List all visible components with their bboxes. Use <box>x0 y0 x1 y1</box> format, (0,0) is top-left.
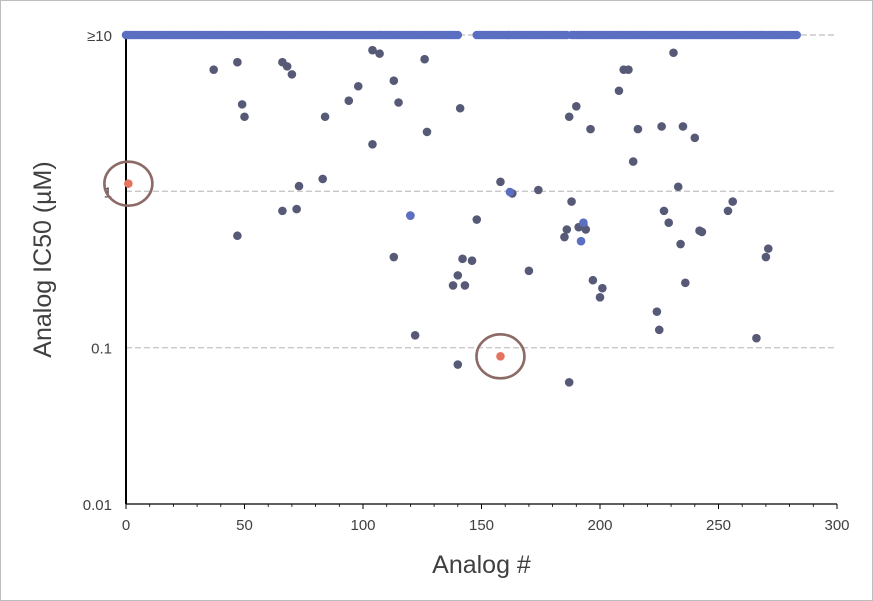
x-tick-label: 100 <box>350 517 375 534</box>
analog-point <box>728 197 738 206</box>
analog-point <box>678 122 688 131</box>
x-tick-label: 300 <box>824 517 849 534</box>
highlight-point <box>496 352 505 361</box>
analog-point <box>422 127 432 137</box>
analog-point <box>598 283 607 293</box>
analog-point <box>472 215 482 224</box>
analog-point <box>669 48 678 58</box>
analog-point <box>394 98 403 107</box>
x-tick-label: 0 <box>122 517 130 534</box>
analog-point <box>654 325 664 335</box>
analog-point <box>564 378 574 387</box>
analog-point <box>673 182 683 192</box>
analog-point <box>209 65 218 74</box>
analog-point <box>586 124 595 134</box>
analog-point <box>659 206 669 216</box>
analog-point <box>676 239 685 249</box>
analog-point <box>453 360 463 369</box>
analog-point <box>572 101 581 111</box>
highlight-circles <box>103 160 526 380</box>
analog-point <box>576 236 586 246</box>
analog-point <box>524 266 534 276</box>
analog-point <box>368 45 377 55</box>
analog-point <box>389 252 399 262</box>
gridlines <box>126 34 837 349</box>
analog-point <box>633 124 643 134</box>
analog-point <box>237 100 247 109</box>
analog-point <box>282 62 292 71</box>
highlight-circle <box>475 333 526 380</box>
x-tick-label: 250 <box>706 517 731 534</box>
data-points <box>121 30 802 387</box>
analog-point <box>564 112 574 122</box>
analog-point <box>455 103 465 113</box>
axes <box>125 35 837 505</box>
analog-point <box>294 181 304 191</box>
x-tick-label: 200 <box>587 517 612 534</box>
analog-point <box>752 333 761 343</box>
highlight-point <box>124 179 133 188</box>
analog-point <box>562 225 572 234</box>
analog-point <box>723 206 733 216</box>
analog-point <box>389 76 399 86</box>
analog-point <box>624 65 633 74</box>
analog-point <box>278 206 287 216</box>
ceiling-point <box>792 30 802 40</box>
analog-point <box>567 197 576 206</box>
analog-point <box>652 307 662 316</box>
analog-point <box>664 218 674 228</box>
analog-point <box>368 139 377 149</box>
analog-point <box>595 292 605 302</box>
analog-point <box>320 112 330 122</box>
x-tick-label: 150 <box>469 517 494 534</box>
analog-point <box>581 225 591 234</box>
highlight-circle <box>103 160 154 207</box>
analog-point <box>628 157 638 166</box>
analog-point <box>657 122 666 131</box>
analog-point <box>460 281 470 290</box>
analog-point <box>420 54 429 64</box>
analog-point <box>505 187 515 197</box>
y-tick-label: 0.1 <box>91 341 112 358</box>
x-axis-title: Analog # <box>432 551 531 579</box>
ceiling-point <box>453 30 463 40</box>
analog-point <box>690 133 700 143</box>
analog-point <box>560 232 569 242</box>
analog-point <box>458 254 467 264</box>
analog-point <box>467 256 477 265</box>
y-tick-label: ≥10 <box>87 28 112 45</box>
y-axis-title: Analog IC50 (µM) <box>29 161 57 357</box>
analog-point <box>681 278 690 288</box>
analog-point <box>588 275 598 285</box>
analog-point <box>697 227 707 237</box>
analog-point <box>763 244 773 253</box>
analog-point <box>287 70 297 79</box>
analog-point <box>344 96 354 105</box>
analog-point <box>614 86 624 96</box>
analog-point <box>410 330 420 340</box>
analog-point <box>448 281 458 290</box>
analog-point <box>534 185 543 195</box>
analog-point <box>233 57 242 67</box>
analog-point <box>233 231 242 241</box>
analog-point <box>453 271 463 280</box>
analog-point <box>496 177 505 187</box>
y-tick-label: 0.01 <box>83 497 112 514</box>
analog-point <box>579 218 588 228</box>
analog-point <box>761 252 771 262</box>
analog-point <box>318 174 328 184</box>
analog-point <box>353 81 363 91</box>
x-tick-label: 50 <box>236 517 253 534</box>
analog-point <box>406 211 415 220</box>
analog-point <box>292 204 301 214</box>
analog-point <box>240 112 249 122</box>
analog-point <box>375 49 384 58</box>
